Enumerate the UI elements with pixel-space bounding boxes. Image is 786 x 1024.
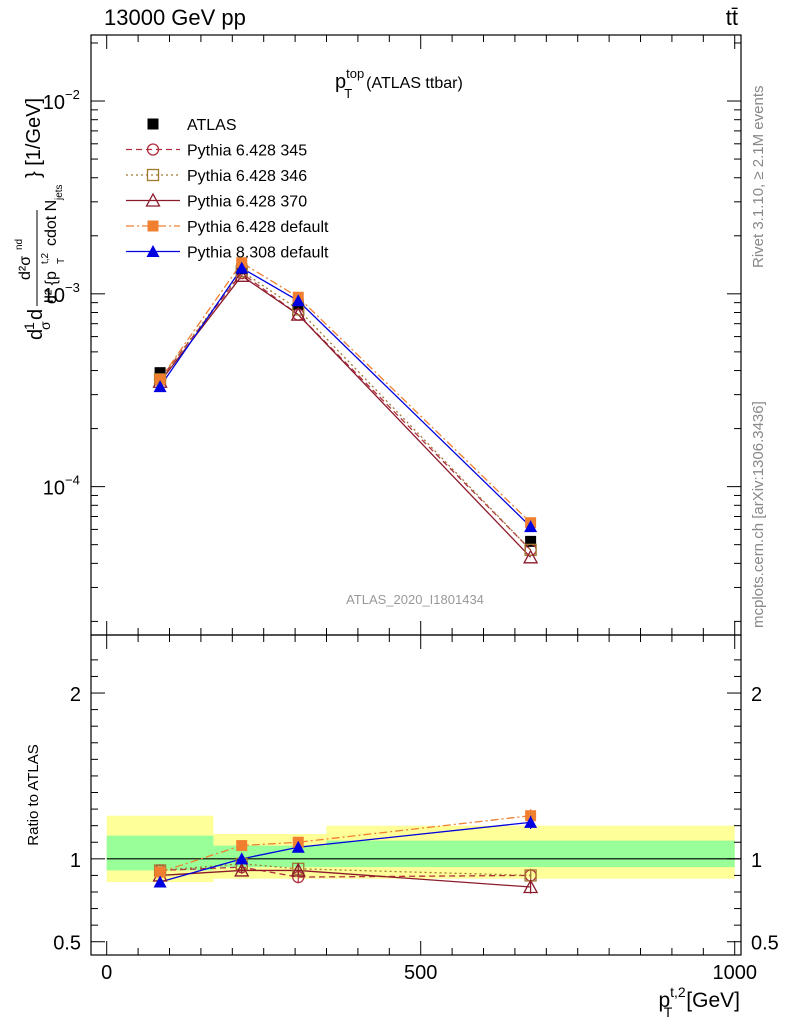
main-point-s3-3	[523, 549, 539, 564]
main-axis-ticks: 10−210−310−4	[43, 35, 741, 635]
ratio-point-s4-0	[153, 875, 167, 888]
main-y-label-d2: d	[25, 309, 47, 320]
main-title-sup: top	[346, 66, 364, 81]
main-point-s3-1	[234, 267, 250, 282]
main-y-tick-label-1: 10	[43, 285, 65, 307]
legend: ATLAS Pythia 6.428 345 Pythia 6.428 346 Pyt…	[126, 117, 329, 262]
legend-marker-4	[147, 220, 159, 232]
main-data-layer	[152, 257, 539, 564]
ratio-point-s3-1	[236, 840, 248, 852]
legend-label-2: Pythia 6.428 346	[187, 168, 307, 185]
main-y-tick-label-2: 10	[43, 478, 65, 500]
main-point-s5-3	[524, 520, 538, 533]
energy-label: 13000 GeV pp	[104, 5, 246, 30]
main-series-line-4	[159, 261, 532, 524]
ratio-x-tick-label-1: 500	[404, 962, 437, 984]
main-point-s4-0	[154, 373, 166, 385]
main-y-label-denominator-sup: t,2	[40, 252, 51, 264]
ratio-y-tick-label-right-2: 0.5	[751, 933, 779, 955]
main-y-label-one: 1	[21, 322, 37, 330]
main-y-label-numerator: d²σ	[17, 256, 34, 280]
main-y-tick-label-0: 10	[43, 92, 65, 114]
legend-marker-0	[147, 118, 159, 130]
ratio-series-line-2	[160, 869, 531, 888]
legend-label-0: ATLAS	[187, 117, 237, 134]
ratio-plot-frame	[90, 634, 742, 956]
ratio-series-line-1	[160, 863, 531, 877]
main-plot-panel: 10−210−310−4 ptop T(ATLAS ttbar) ATLAS_20…	[14, 34, 742, 636]
main-y-label-numerator-sup: nd	[14, 239, 25, 250]
main-title-p: p	[335, 71, 346, 93]
x-label-sub: T	[664, 1004, 673, 1020]
ratio-x-axis-label: pt,2 T [GeV]	[658, 984, 740, 1020]
ratio-y-tick-label-left-1: 1	[70, 850, 81, 872]
x-label-sup: t,2	[670, 984, 686, 1000]
legend-marker-5	[146, 245, 160, 257]
ratio-y-tick-label-right-0: 2	[751, 684, 762, 706]
ratio-axis-ticks: 2 2 1 1 0.5 0.5 0 500 1000	[53, 635, 779, 984]
ratio-y-tick-label-left-0: 2	[70, 684, 81, 706]
main-y-label-unit: } [1/GeV]	[23, 98, 45, 178]
mcplots-label: mcplots.cern.ch [arXiv:1306.3436]	[750, 401, 767, 628]
main-point-s5-0	[153, 380, 167, 393]
main-point-s2-3	[524, 543, 537, 556]
process-label: tt̄	[726, 5, 738, 30]
ratio-point-s4-3	[524, 815, 538, 828]
ratio-y-axis-label: Ratio to ATLAS	[25, 744, 42, 845]
legend-label-1: Pythia 6.428 345	[187, 143, 307, 160]
analysis-watermark: ATLAS_2020_I1801434	[346, 592, 484, 607]
legend-marker-3	[145, 192, 161, 207]
rivet-label: Rivet 3.1.10, ≥ 2.1M events	[750, 86, 767, 269]
x-label-rest: [GeV]	[686, 989, 740, 1012]
main-y-label-cdot: cdot N	[43, 200, 60, 246]
main-point-s0-3	[525, 535, 537, 547]
main-y-axis-label: d 1 σ d d²σ nd d² {p t,2 T cdot N jets }…	[14, 98, 67, 340]
ratio-point-s3-0	[154, 866, 166, 878]
ratio-point-s2-3	[523, 879, 539, 894]
legend-label-3: Pythia 6.428 370	[187, 194, 307, 211]
ratio-x-tick-label-0: 0	[101, 962, 112, 984]
ratio-y-tick-label-right-1: 1	[751, 850, 762, 872]
main-point-s3-2	[290, 306, 306, 321]
ratio-point-s4-1	[235, 852, 249, 865]
ratio-point-s2-2	[290, 862, 306, 877]
main-series-line-3	[159, 274, 532, 558]
x-label-p: p	[658, 989, 670, 1012]
ratio-series-line-4	[159, 821, 531, 883]
ratio-series-line-3	[159, 815, 531, 873]
main-series-line-5	[159, 267, 532, 528]
main-y-label-denominator: d² {p	[43, 271, 60, 304]
main-y-tick-exp-2: −4	[65, 473, 80, 488]
ratio-point-s4-2	[291, 840, 305, 853]
ratio-series-line-0	[160, 866, 531, 878]
legend-marker-1	[146, 143, 160, 156]
ratio-x-tick-label-2: 1000	[712, 962, 757, 984]
ratio-plot-panel: 2 2 1 1 0.5 0.5 0 500 1000 Ratio to ATLAS pt,2 T […	[25, 634, 779, 1020]
legend-label-4: Pythia 6.428 default	[187, 219, 329, 236]
main-point-s5-2	[291, 294, 305, 307]
main-series-line-2	[159, 270, 532, 551]
main-point-s0-0	[154, 367, 166, 379]
main-point-s5-1	[235, 261, 249, 274]
ratio-band-green-2	[326, 840, 735, 868]
main-y-label-sigma: σ	[37, 321, 53, 330]
main-title-rest: (ATLAS ttbar)	[366, 75, 463, 92]
legend-label-5: Pythia 8.308 default	[187, 245, 329, 262]
legend-marker-2	[146, 168, 160, 182]
main-y-tick-exp-1: −3	[65, 280, 80, 295]
main-y-label-d: d	[25, 329, 47, 340]
ratio-data-layer	[106, 809, 741, 894]
ratio-y-tick-label-left-2: 0.5	[53, 933, 81, 955]
main-title: ptop T (ATLAS ttbar)	[335, 66, 463, 101]
main-y-tick-exp-0: −2	[65, 87, 80, 102]
main-title-sub: T	[344, 86, 352, 101]
ratio-point-s2-1	[234, 862, 250, 877]
main-y-label-jets: jets	[54, 184, 65, 201]
ratio-band-green-1	[213, 845, 327, 868]
main-y-label-denominator-sub: T	[56, 258, 67, 264]
